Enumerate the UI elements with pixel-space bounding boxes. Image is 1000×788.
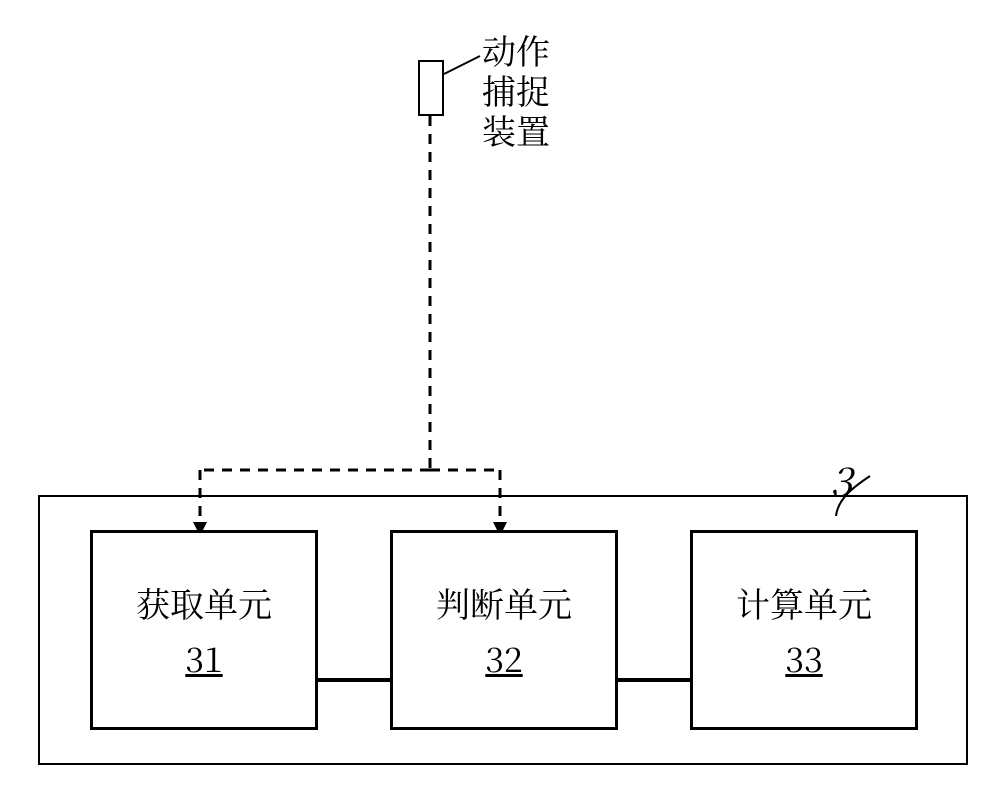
unit-box-compute: 计算单元 33: [690, 530, 918, 730]
unit-box-acquire: 获取单元 31: [90, 530, 318, 730]
unit-title: 计算单元: [736, 578, 872, 627]
unit-number: 33: [785, 633, 822, 682]
unit-title: 获取单元: [136, 578, 272, 627]
unit-title: 判断单元: [436, 578, 572, 627]
sensor-label-line-1: 动作: [482, 30, 550, 70]
sensor-label-line-3: 装置: [482, 110, 550, 150]
connector-2-3: [618, 678, 690, 682]
sensor-label: 动作 捕捉 装置: [482, 30, 550, 150]
sensor-box: [418, 60, 444, 116]
unit-box-judge: 判断单元 32: [390, 530, 618, 730]
connector-1-2: [318, 678, 390, 682]
sensor-leader-line: [444, 56, 480, 74]
sensor-label-line-2: 捕捉: [482, 70, 550, 110]
unit-number: 31: [185, 633, 222, 682]
unit-number: 32: [485, 633, 522, 682]
outer-leader-curve: [836, 476, 870, 516]
